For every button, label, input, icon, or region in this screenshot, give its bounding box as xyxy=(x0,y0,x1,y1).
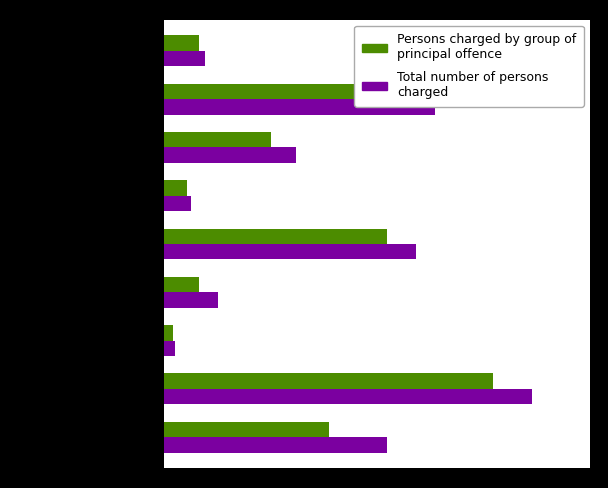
Bar xyxy=(164,99,435,115)
Bar xyxy=(164,277,199,292)
Bar xyxy=(164,147,295,163)
Bar xyxy=(164,51,205,66)
Bar xyxy=(164,244,416,260)
Bar xyxy=(164,180,187,196)
Bar xyxy=(164,422,328,437)
Bar xyxy=(164,325,173,341)
Bar xyxy=(164,389,532,404)
Bar xyxy=(164,292,218,308)
Bar xyxy=(164,228,387,244)
Bar xyxy=(164,84,416,99)
Bar xyxy=(164,373,493,389)
Bar xyxy=(164,132,271,147)
Bar xyxy=(164,196,192,211)
Bar xyxy=(164,341,175,356)
Bar xyxy=(164,437,387,452)
Legend: Persons charged by group of
principal offence, Total number of persons
charged: Persons charged by group of principal of… xyxy=(354,26,584,107)
Bar xyxy=(164,36,199,51)
